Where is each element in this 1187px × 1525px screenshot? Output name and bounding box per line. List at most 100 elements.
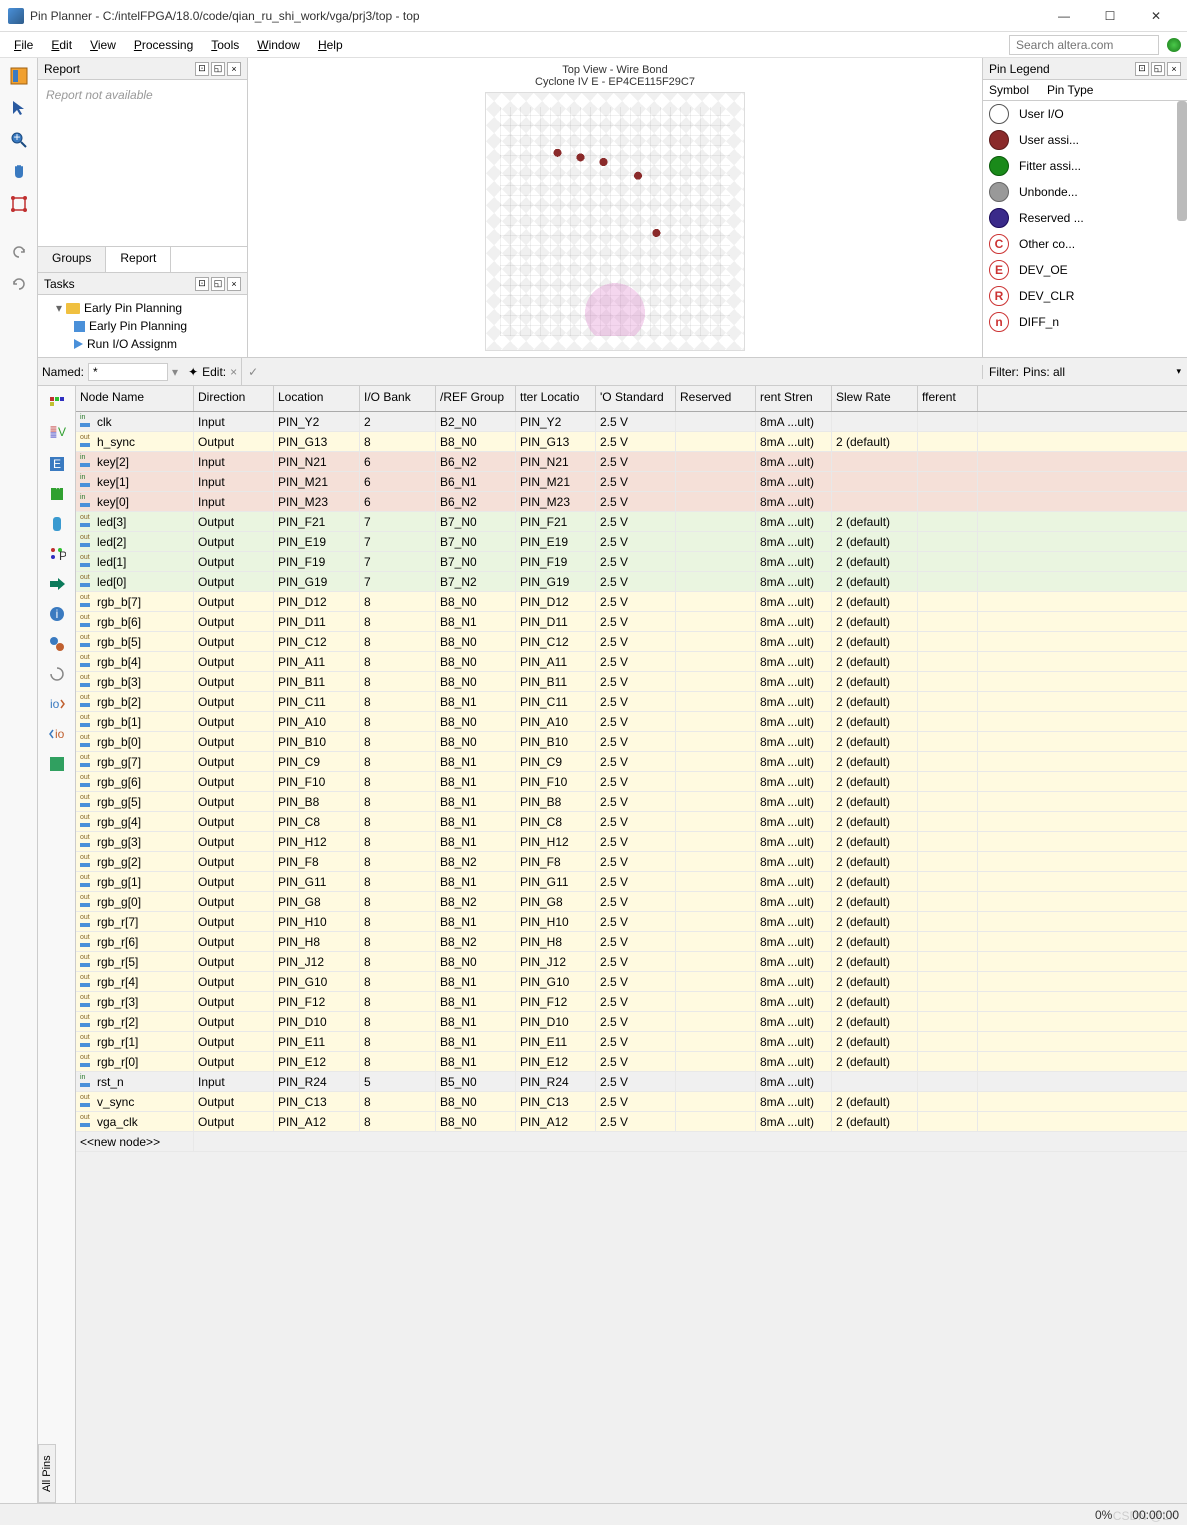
table-cell[interactable]: 2 (default) xyxy=(832,752,918,771)
table-row[interactable]: rgb_g[0]OutputPIN_G88B8_N2PIN_G82.5 V8mA… xyxy=(76,892,1187,912)
table-cell[interactable] xyxy=(918,812,978,831)
table-cell[interactable]: 8 xyxy=(360,692,436,711)
table-cell[interactable] xyxy=(832,472,918,491)
table-cell[interactable] xyxy=(676,472,756,491)
table-cell[interactable]: 8 xyxy=(360,612,436,631)
table-cell[interactable]: rgb_b[4] xyxy=(76,652,194,671)
table-cell[interactable]: rgb_b[3] xyxy=(76,672,194,691)
table-cell[interactable]: 8 xyxy=(360,1012,436,1031)
table-cell[interactable] xyxy=(918,732,978,751)
table-cell[interactable]: Output xyxy=(194,852,274,871)
table-cell[interactable]: 8 xyxy=(360,1112,436,1131)
table-cell[interactable] xyxy=(918,492,978,511)
table-cell[interactable]: 8mA ...ult) xyxy=(756,552,832,571)
table-cell[interactable]: PIN_H8 xyxy=(274,932,360,951)
table-cell[interactable]: 2 (default) xyxy=(832,552,918,571)
table-cell[interactable]: 8 xyxy=(360,892,436,911)
table-cell[interactable] xyxy=(918,872,978,891)
table-cell[interactable] xyxy=(676,512,756,531)
table-cell[interactable] xyxy=(676,952,756,971)
table-cell[interactable]: 8mA ...ult) xyxy=(756,472,832,491)
table-cell[interactable]: 8mA ...ult) xyxy=(756,612,832,631)
table-cell[interactable] xyxy=(918,832,978,851)
table-cell[interactable]: rst_n xyxy=(76,1072,194,1091)
table-row[interactable]: led[2]OutputPIN_E197B7_N0PIN_E192.5 V8mA… xyxy=(76,532,1187,552)
edit-close-icon[interactable]: × xyxy=(230,365,237,379)
table-cell[interactable]: PIN_M23 xyxy=(516,492,596,511)
table-cell[interactable]: PIN_B8 xyxy=(274,792,360,811)
table-row[interactable]: rst_nInputPIN_R245B5_N0PIN_R242.5 V8mA .… xyxy=(76,1072,1187,1092)
table-cell[interactable] xyxy=(676,812,756,831)
table-cell[interactable] xyxy=(918,992,978,1011)
tab-report[interactable]: Report xyxy=(106,247,171,272)
table-cell[interactable]: Input xyxy=(194,412,274,431)
table-cell[interactable]: PIN_G10 xyxy=(516,972,596,991)
table-cell[interactable]: 2 xyxy=(360,412,436,431)
menu-tools[interactable]: Tools xyxy=(203,35,247,55)
menu-view[interactable]: View xyxy=(82,35,124,55)
table-cell[interactable]: PIN_A12 xyxy=(516,1112,596,1131)
table-cell[interactable]: 2 (default) xyxy=(832,572,918,591)
column-header[interactable]: Slew Rate xyxy=(832,386,918,411)
table-cell[interactable]: rgb_b[6] xyxy=(76,612,194,631)
table-cell[interactable]: Input xyxy=(194,472,274,491)
table-cell[interactable]: 8 xyxy=(360,732,436,751)
table-cell[interactable]: B7_N2 xyxy=(436,572,516,591)
table-cell[interactable]: 2 (default) xyxy=(832,952,918,971)
table-cell[interactable]: PIN_F12 xyxy=(516,992,596,1011)
table-cell[interactable]: PIN_Y2 xyxy=(274,412,360,431)
table-cell[interactable]: B8_N1 xyxy=(436,1012,516,1031)
table-cell[interactable]: PIN_C8 xyxy=(516,812,596,831)
table-cell[interactable]: B8_N0 xyxy=(436,432,516,451)
table-cell[interactable] xyxy=(676,912,756,931)
table-cell[interactable]: h_sync xyxy=(76,432,194,451)
table-cell[interactable] xyxy=(676,432,756,451)
table-cell[interactable]: clk xyxy=(76,412,194,431)
table-cell[interactable] xyxy=(676,732,756,751)
table-cell[interactable]: PIN_M21 xyxy=(274,472,360,491)
table-cell[interactable]: Input xyxy=(194,1072,274,1091)
column-header[interactable]: rent Stren xyxy=(756,386,832,411)
table-cell[interactable]: 2.5 V xyxy=(596,712,676,731)
table-cell[interactable]: 2 (default) xyxy=(832,632,918,651)
grid-tool-p-icon[interactable]: P xyxy=(43,540,71,568)
table-cell[interactable]: vga_clk xyxy=(76,1112,194,1131)
table-cell[interactable]: PIN_A11 xyxy=(516,652,596,671)
table-cell[interactable]: PIN_M21 xyxy=(516,472,596,491)
table-cell[interactable]: B8_N1 xyxy=(436,692,516,711)
table-cell[interactable]: PIN_F21 xyxy=(516,512,596,531)
table-cell[interactable]: PIN_G11 xyxy=(516,872,596,891)
table-cell[interactable]: PIN_G19 xyxy=(274,572,360,591)
table-cell[interactable]: 2.5 V xyxy=(596,632,676,651)
table-cell[interactable]: PIN_D10 xyxy=(516,1012,596,1031)
pane-close-icon[interactable]: × xyxy=(227,277,241,291)
tool-fit-icon[interactable] xyxy=(5,190,33,218)
table-cell[interactable] xyxy=(918,652,978,671)
table-cell[interactable]: PIN_C11 xyxy=(516,692,596,711)
table-cell[interactable]: 8mA ...ult) xyxy=(756,692,832,711)
table-cell[interactable]: PIN_D11 xyxy=(516,612,596,631)
table-cell[interactable]: PIN_G19 xyxy=(516,572,596,591)
table-cell[interactable]: rgb_g[4] xyxy=(76,812,194,831)
table-cell[interactable]: 2.5 V xyxy=(596,1092,676,1111)
minimize-button[interactable]: — xyxy=(1041,0,1087,32)
table-cell[interactable]: rgb_g[2] xyxy=(76,852,194,871)
table-cell[interactable] xyxy=(676,1012,756,1031)
table-cell[interactable]: B7_N0 xyxy=(436,552,516,571)
table-cell[interactable] xyxy=(918,1012,978,1031)
table-cell[interactable]: rgb_g[7] xyxy=(76,752,194,771)
grid-tool-shape-icon[interactable] xyxy=(43,510,71,538)
table-cell[interactable]: 2 (default) xyxy=(832,852,918,871)
table-row[interactable]: rgb_r[4]OutputPIN_G108B8_N1PIN_G102.5 V8… xyxy=(76,972,1187,992)
pane-float-icon[interactable]: ◱ xyxy=(211,62,225,76)
pane-pin-icon[interactable]: ⊡ xyxy=(195,277,209,291)
table-cell[interactable]: B8_N1 xyxy=(436,612,516,631)
table-cell[interactable]: PIN_G10 xyxy=(274,972,360,991)
grid-tool-green-icon[interactable] xyxy=(43,750,71,778)
table-cell[interactable]: 8mA ...ult) xyxy=(756,852,832,871)
table-cell[interactable]: PIN_E11 xyxy=(274,1032,360,1051)
column-header[interactable]: Location xyxy=(274,386,360,411)
table-cell[interactable]: 8mA ...ult) xyxy=(756,812,832,831)
pane-pin-icon[interactable]: ⊡ xyxy=(1135,62,1149,76)
table-cell[interactable]: PIN_R24 xyxy=(516,1072,596,1091)
